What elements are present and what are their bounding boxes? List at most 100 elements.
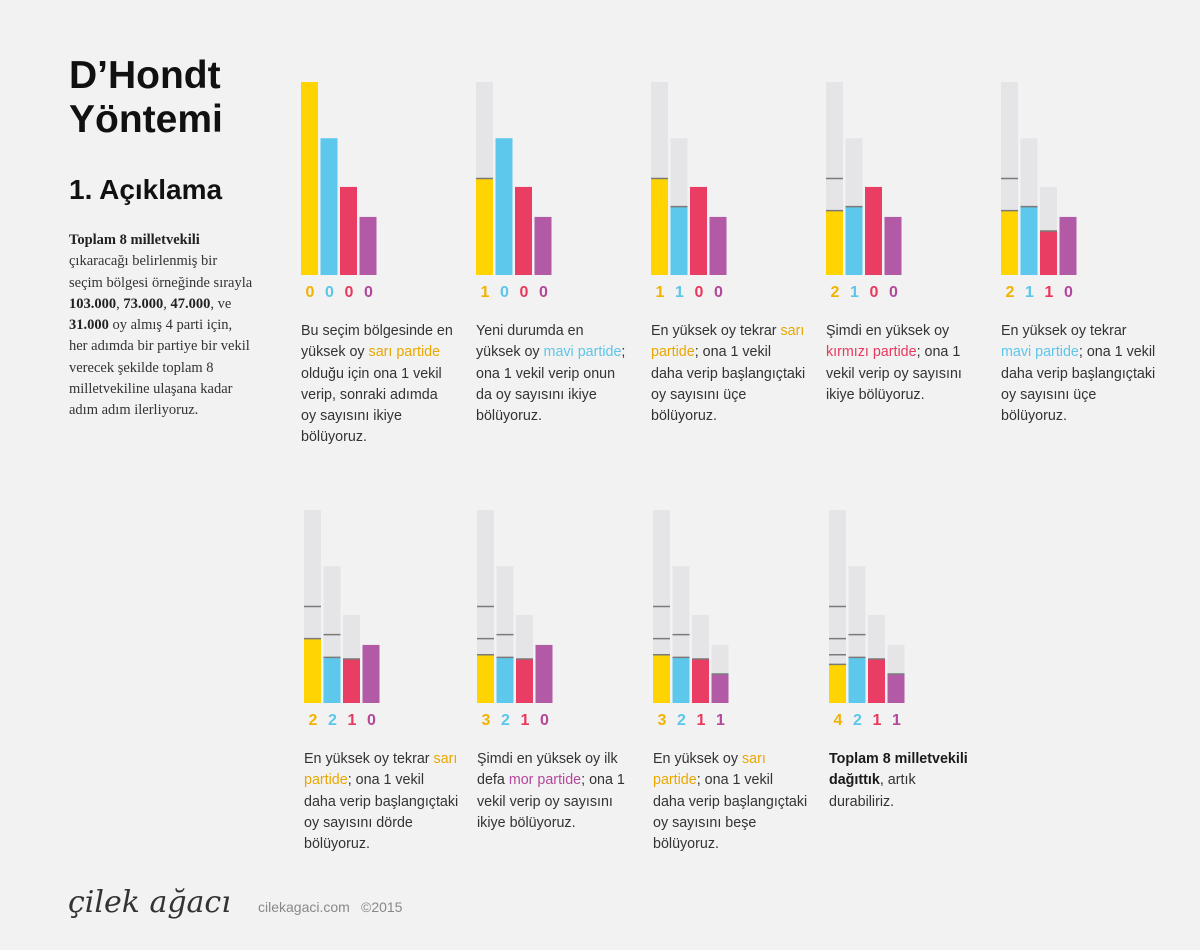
step-caption: Şimdi en yüksek oy ilk defa mor partide;… (477, 749, 632, 834)
caption-text: ; ona 1 vekil daha verip başlangıçtaki o… (651, 344, 806, 425)
quotient-bar-mor (884, 216, 902, 275)
caption-highlight: mavi partide (1001, 344, 1079, 361)
step-caption: En yüksek oy tekrar mavi partide; ona 1 … (1001, 321, 1156, 427)
seat-count-sari: 2 (1005, 284, 1015, 301)
seat-count-sari: 1 (480, 284, 490, 301)
step-chart-9 (829, 510, 905, 703)
quotient-bar-sari (304, 638, 321, 703)
quotient-bar-sari (301, 82, 318, 275)
caption-text: En yüksek oy tekrar (304, 751, 434, 767)
page-title-line1: D’Hondt (69, 54, 221, 97)
intro-bold-1: Toplam 8 milletvekili (69, 232, 200, 248)
step-caption: Şimdi en yüksek oy kırmızı partide; ona … (826, 321, 981, 406)
step-panel-3: 1 1 0 0 En yüksek oy tekrar sarı partide; on… (651, 82, 811, 442)
step-chart-8 (653, 510, 729, 703)
quotient-bar-sari (476, 178, 493, 275)
seat-count-sari: 0 (305, 284, 315, 301)
seat-count-kirmizi: 0 (519, 284, 529, 301)
intro-text-3: , (163, 295, 171, 312)
quotient-bar-mor (535, 644, 553, 703)
caption-text: Bu seçim bölgesinde en yüksek oy (301, 323, 453, 361)
seat-count-kirmizi: 0 (344, 284, 354, 301)
intro-text-1: çıkaracağı belirlenmiş bir seçim bölgesi… (69, 253, 253, 291)
seat-count-mor: 1 (716, 712, 725, 729)
quotient-bar-kirmizi (343, 658, 360, 703)
seat-count-mavi: 0 (325, 284, 334, 301)
caption-text: En yüksek oy tekrar (1001, 323, 1127, 339)
caption-highlight: mavi partide (543, 344, 622, 361)
step-caption: En yüksek oy tekrar sarı partide; ona 1 … (651, 321, 806, 427)
quotient-bar-sari (651, 178, 668, 275)
step-caption: En yüksek oy tekrar sarı partide; ona 1 … (304, 749, 459, 855)
caption-text: olduğu için ona 1 vekil verip, sonraki a… (301, 365, 442, 446)
caption-highlight: sarı partide (653, 751, 766, 789)
step-chart-6 (304, 510, 380, 703)
seat-count-kirmizi: 0 (869, 284, 879, 301)
quotient-bar-mor (711, 673, 729, 703)
caption-highlight: sarı partide (651, 323, 805, 361)
seat-count-mavi: 2 (677, 712, 686, 729)
step-panel-7: 3 2 1 0 Şimdi en yüksek oy ilk defa mor part… (477, 510, 637, 870)
step-chart-3 (651, 82, 727, 275)
quotient-bar-kirmizi (865, 186, 882, 275)
quotient-bar-mavi (672, 657, 690, 703)
step-panel-9: 4 2 1 1 Toplam 8 milletvekili dağıttık, artı… (829, 510, 989, 870)
step-chart-2 (476, 82, 552, 275)
quotient-bar-kirmizi (692, 658, 709, 703)
step-caption: Bu seçim bölgesinde en yüksek oy sarı pa… (301, 321, 456, 449)
step-panel-6: 2 2 1 0 En yüksek oy tekrar sarı partide; on… (304, 510, 464, 870)
quotient-bar-kirmizi (690, 186, 707, 275)
intro-text-4: , ve (210, 295, 232, 312)
seat-count-sari: 3 (481, 712, 491, 729)
quotient-bar-kirmizi (868, 658, 885, 703)
seat-count-sari: 2 (308, 712, 318, 729)
seat-count-mavi: 2 (501, 712, 510, 729)
seat-count-sari: 2 (830, 284, 840, 301)
step-chart-4 (826, 82, 902, 275)
quotient-bar-mor (887, 673, 905, 703)
footer-site-link[interactable]: cilekagaci.com (258, 899, 350, 915)
step-caption: Toplam 8 milletvekili dağıttık, artık du… (829, 749, 984, 813)
seat-count-mavi: 1 (1025, 284, 1034, 301)
quotient-bar-mavi (323, 657, 341, 703)
intro-text-2: , (116, 295, 124, 312)
intro-paragraph: Toplam 8 milletvekili çıkaracağı belirle… (69, 230, 254, 422)
quotient-bar-sari (477, 654, 494, 703)
quotient-bar-mor (709, 216, 727, 275)
quotient-bar-kirmizi (1040, 230, 1057, 275)
intro-bold-4: 47.000 (170, 295, 211, 312)
seat-count-sari: 1 (655, 284, 665, 301)
brand-logo: çilek ağacı (68, 885, 231, 920)
quotient-bar-mavi (495, 138, 513, 275)
step-chart-1 (301, 82, 377, 275)
quotient-bar-mavi (670, 206, 688, 275)
seat-count-mavi: 1 (850, 284, 859, 301)
step-panel-5: 2 1 1 0 En yüksek oy tekrar mavi partide; on… (1001, 82, 1161, 442)
seat-count-mor: 1 (892, 712, 901, 729)
seat-count-mor: 0 (367, 712, 376, 729)
seat-count-mavi: 2 (853, 712, 862, 729)
seat-count-mor: 0 (1064, 284, 1073, 301)
step-caption: En yüksek oy sarı partide; ona 1 vekil d… (653, 749, 808, 855)
caption-text: ; ona 1 vekil verip oy sayısını ikiye bö… (477, 772, 625, 831)
quotient-bar-sari (829, 664, 846, 703)
seat-count-kirmizi: 1 (347, 712, 357, 729)
seat-count-mor: 0 (889, 284, 898, 301)
seat-count-mor: 0 (540, 712, 549, 729)
quotient-bar-sari (826, 210, 843, 275)
caption-highlight: sarı partide (304, 751, 458, 789)
seat-count-mor: 0 (539, 284, 548, 301)
seat-count-mavi: 0 (500, 284, 509, 301)
caption-highlight: mor partide (508, 772, 582, 789)
caption-highlight: Toplam 8 milletvekili dağıttık (829, 751, 968, 789)
quotient-bar-mavi (496, 657, 514, 703)
footer-copyright: ©2015 (361, 899, 403, 915)
seat-count-mavi: 1 (675, 284, 684, 301)
step-panel-4: 2 1 0 0 Şimdi en yüksek oy kırmızı partide; … (826, 82, 986, 442)
